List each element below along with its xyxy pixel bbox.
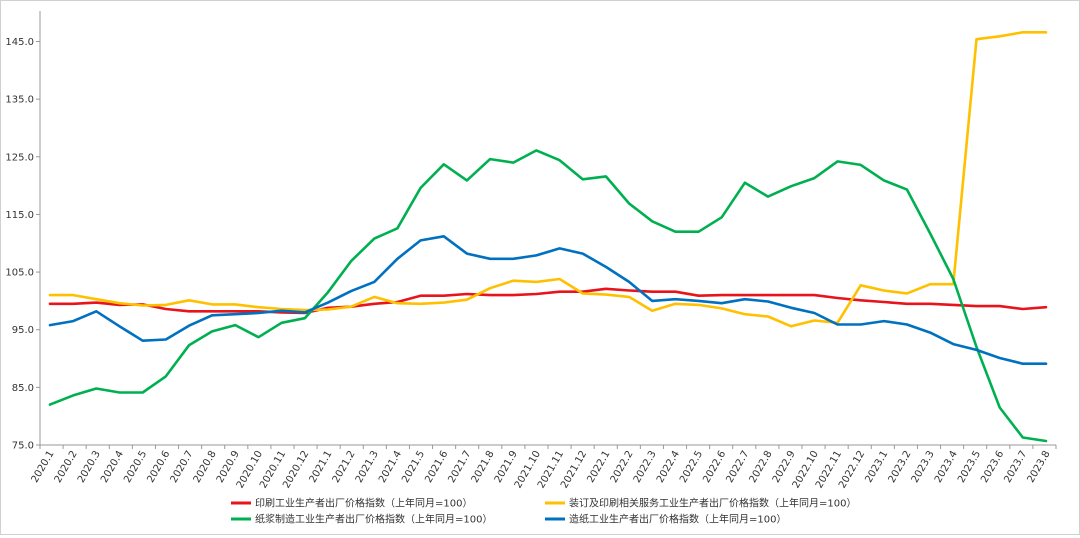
y-tick-label: 85.0	[12, 383, 34, 394]
legend-label-1: 印刷工业生产者出厂价格指数（上年同月=100）	[255, 497, 472, 510]
legend-label-4: 造纸工业生产者出厂价格指数（上年同月=100）	[569, 513, 786, 526]
x-axis-ticks: 2020.12020.22020.32020.42020.52020.62020…	[30, 445, 1057, 490]
y-tick-label: 125.0	[5, 152, 34, 163]
series-line-4	[48, 235, 1048, 366]
y-tick-label: 95.0	[12, 325, 34, 336]
y-tick-label: 75.0	[12, 441, 34, 452]
y-tick-label: 145.0	[5, 37, 34, 48]
y-axis-ticks: 145.0 135.0 125.0 115.0 105.0 95.0 85.0 75.0	[5, 37, 40, 452]
y-tick-label: 115.0	[5, 210, 34, 221]
x-tick-label: 2023.8	[1026, 449, 1053, 485]
series-line-1	[48, 287, 1048, 315]
series-lines	[48, 30, 1048, 443]
legend-label-3: 纸浆制造工业生产者出厂价格指数（上年同月=100）	[255, 513, 492, 526]
series-line-3	[48, 149, 1048, 443]
legend-label-2: 装订及印刷相关服务工业生产者出厂价格指数（上年同月=100）	[569, 497, 856, 510]
y-tick-label: 135.0	[5, 95, 34, 106]
y-tick-label: 105.0	[5, 268, 34, 279]
axes	[39, 11, 1056, 446]
series-line-2	[48, 30, 1048, 328]
legend: 印刷工业生产者出厂价格指数（上年同月=100） 装订及印刷相关服务工业生产者出厂价…	[231, 497, 856, 526]
